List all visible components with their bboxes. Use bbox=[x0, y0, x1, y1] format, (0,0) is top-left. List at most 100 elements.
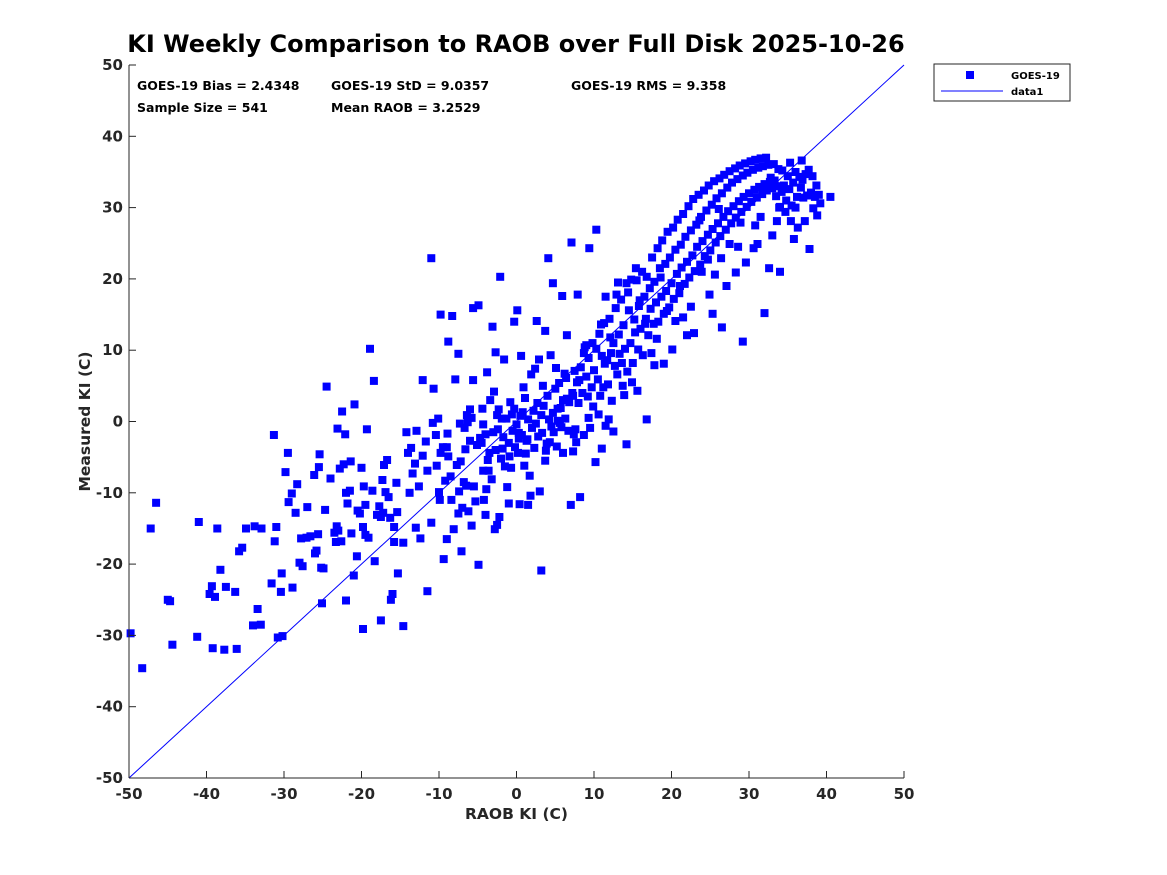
data-point bbox=[753, 240, 762, 248]
data-point bbox=[692, 220, 701, 229]
data-point bbox=[532, 317, 541, 325]
data-point bbox=[696, 260, 705, 269]
x-tick-label: -20 bbox=[348, 785, 375, 803]
data-point bbox=[601, 421, 610, 430]
data-point bbox=[386, 513, 395, 522]
data-point bbox=[631, 328, 640, 337]
data-point bbox=[537, 566, 546, 575]
data-point bbox=[231, 587, 240, 596]
data-point bbox=[741, 159, 750, 168]
data-point bbox=[708, 309, 717, 318]
data-point bbox=[760, 180, 769, 189]
data-point bbox=[345, 486, 354, 495]
data-point bbox=[467, 413, 476, 422]
y-tick-label: -30 bbox=[96, 626, 123, 644]
data-point bbox=[607, 396, 616, 405]
data-point bbox=[584, 354, 593, 362]
data-point bbox=[288, 583, 297, 592]
data-point bbox=[717, 254, 726, 263]
stat-mean-raob: Mean RAOB = 3.2529 bbox=[331, 100, 480, 115]
data-point bbox=[592, 344, 601, 353]
data-point bbox=[380, 461, 388, 469]
data-point bbox=[564, 426, 573, 435]
data-point bbox=[635, 296, 644, 305]
data-point bbox=[207, 582, 216, 591]
data-point bbox=[457, 547, 466, 556]
data-point bbox=[454, 349, 463, 358]
data-point bbox=[770, 176, 779, 185]
data-point bbox=[714, 205, 723, 213]
data-point bbox=[462, 481, 471, 490]
data-point bbox=[477, 438, 486, 447]
data-point bbox=[481, 510, 490, 519]
data-point bbox=[708, 225, 717, 233]
data-point bbox=[676, 240, 685, 249]
data-point bbox=[500, 355, 509, 364]
data-point bbox=[690, 329, 698, 338]
data-point bbox=[390, 523, 399, 531]
data-point bbox=[253, 605, 262, 613]
data-point bbox=[444, 337, 453, 346]
data-point bbox=[655, 264, 664, 273]
data-point bbox=[623, 367, 632, 376]
data-point bbox=[668, 345, 677, 354]
data-point bbox=[524, 500, 533, 509]
data-point bbox=[405, 488, 414, 497]
data-point bbox=[559, 448, 567, 457]
data-point bbox=[469, 304, 478, 313]
data-point bbox=[544, 254, 553, 263]
y-tick-label: 50 bbox=[102, 56, 123, 74]
data-point bbox=[710, 270, 719, 279]
data-point bbox=[570, 366, 579, 375]
x-tick-label: -30 bbox=[270, 785, 297, 803]
data-point bbox=[650, 361, 659, 370]
data-point bbox=[352, 552, 361, 561]
data-point bbox=[493, 520, 502, 529]
data-point bbox=[605, 314, 614, 323]
data-point bbox=[488, 322, 497, 331]
data-point bbox=[558, 292, 567, 300]
data-point bbox=[737, 207, 746, 216]
data-point bbox=[269, 431, 278, 439]
data-point bbox=[582, 341, 591, 350]
legend[interactable]: GOES-19 data1 bbox=[933, 63, 1071, 102]
data-point bbox=[789, 235, 798, 243]
x-tick-label: 50 bbox=[894, 785, 915, 803]
data-point bbox=[746, 157, 755, 166]
data-point bbox=[714, 219, 722, 228]
data-point bbox=[370, 557, 379, 566]
data-point bbox=[499, 433, 508, 442]
data-point bbox=[335, 464, 344, 473]
data-point bbox=[734, 197, 743, 206]
data-point bbox=[813, 211, 822, 220]
data-point bbox=[606, 333, 615, 342]
data-point bbox=[762, 153, 771, 162]
data-point bbox=[549, 428, 558, 437]
data-point bbox=[586, 423, 595, 432]
data-point bbox=[592, 225, 601, 234]
data-point bbox=[506, 398, 515, 407]
data-point bbox=[812, 181, 821, 190]
data-point bbox=[609, 339, 618, 348]
data-point bbox=[671, 245, 680, 254]
data-point bbox=[758, 162, 767, 171]
legend-marker-square bbox=[966, 71, 974, 79]
data-point bbox=[641, 314, 650, 323]
data-point bbox=[555, 418, 564, 427]
data-point bbox=[514, 448, 522, 457]
data-point bbox=[321, 505, 330, 514]
data-point bbox=[508, 426, 517, 435]
data-point bbox=[541, 456, 550, 465]
data-point bbox=[552, 442, 561, 451]
data-point bbox=[591, 458, 600, 467]
statistics-annotations: GOES-19 Bias = 2.4348 GOES-19 StD = 9.03… bbox=[137, 78, 726, 115]
data-point bbox=[494, 405, 503, 414]
data-point bbox=[736, 218, 745, 227]
data-point bbox=[742, 202, 751, 211]
data-point bbox=[416, 534, 425, 543]
data-point bbox=[267, 579, 276, 588]
data-point bbox=[604, 380, 612, 389]
stat-std: GOES-19 StD = 9.0357 bbox=[331, 78, 489, 93]
data-point bbox=[249, 621, 257, 630]
data-point bbox=[232, 644, 241, 653]
